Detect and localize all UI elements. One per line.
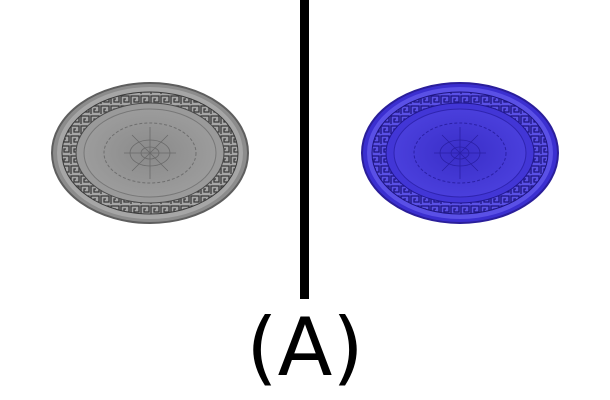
blue-plate-image [360, 75, 560, 230]
grayscale-plate-image [50, 75, 250, 230]
blue-plate-svg [361, 82, 559, 224]
vertical-divider [300, 0, 309, 299]
figure-caption: (A) [246, 301, 364, 394]
grayscale-plate-svg [51, 82, 249, 224]
